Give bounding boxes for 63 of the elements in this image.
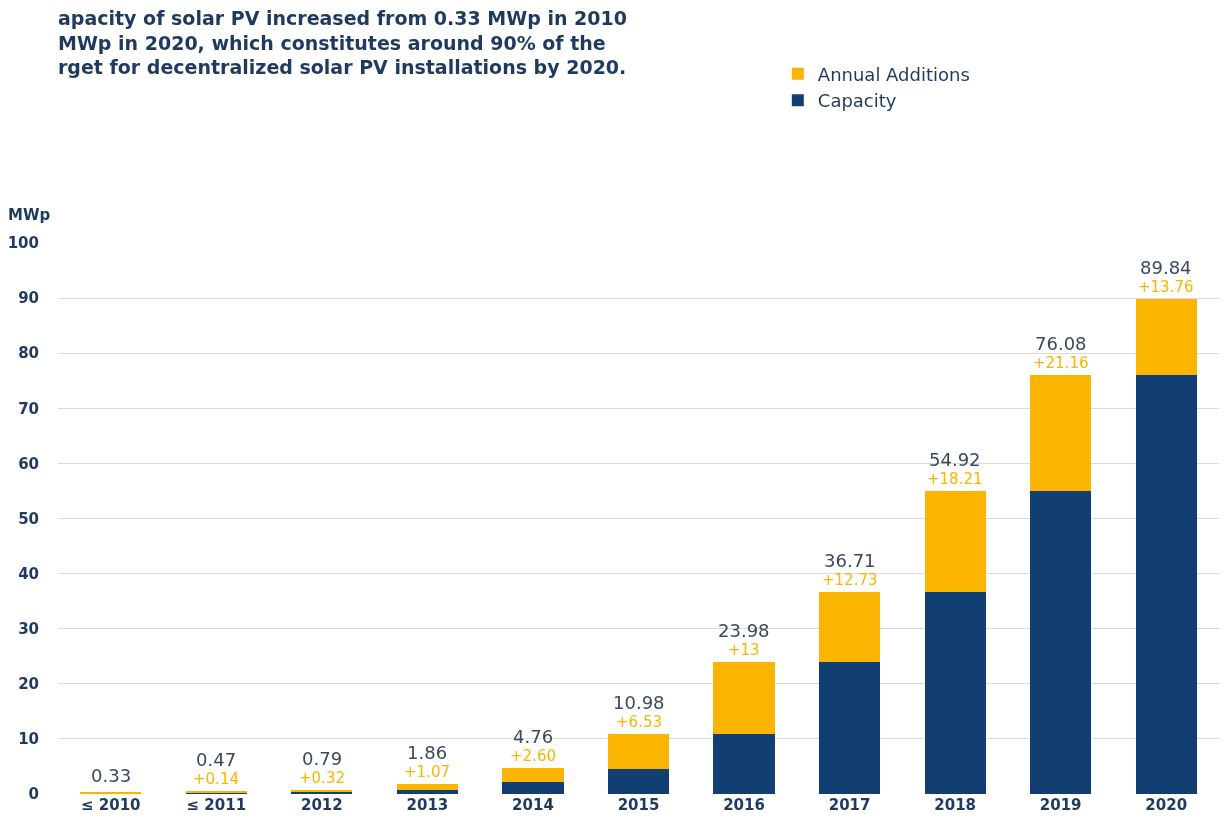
data-label: +0.14 bbox=[193, 770, 239, 788]
bar bbox=[502, 767, 564, 783]
y-axis-title: MWp bbox=[8, 206, 51, 224]
bar bbox=[1135, 298, 1197, 375]
y-tick-label: 70 bbox=[18, 399, 39, 418]
data-label: +12.73 bbox=[822, 571, 878, 589]
data-label: +6.53 bbox=[616, 713, 662, 731]
x-tick-label: 2017 bbox=[828, 796, 871, 814]
bar bbox=[924, 591, 986, 794]
x-tick-label: 2020 bbox=[1145, 796, 1188, 814]
y-tick-label: 80 bbox=[18, 344, 39, 363]
y-tick-label: 60 bbox=[18, 454, 39, 473]
x-tick-label: ≤ 2011 bbox=[186, 796, 247, 814]
total-label: 4.76 bbox=[513, 726, 554, 747]
chart-title: apacity of solar PV increased from 0.33 MWp in 2010 MWp in 2020, which constitutes around 90% of the rget for decentralized solar PV installations by 2020. bbox=[58, 7, 627, 79]
data-label: +13.76 bbox=[1138, 278, 1194, 296]
legend-label: Annual Additions bbox=[817, 63, 970, 85]
data-label: +1.07 bbox=[404, 763, 450, 781]
data-label: +18.21 bbox=[927, 470, 983, 488]
total-label: 10.98 bbox=[613, 692, 665, 713]
x-tick-label: 2015 bbox=[617, 796, 660, 814]
bar bbox=[396, 783, 459, 790]
total-label: 1.86 bbox=[407, 742, 448, 763]
data-label: +13 bbox=[728, 641, 760, 659]
y-tick-label: 40 bbox=[18, 564, 39, 583]
x-tick-label: 2012 bbox=[300, 796, 343, 814]
x-tick-label: 2018 bbox=[934, 796, 977, 814]
bar bbox=[818, 661, 881, 794]
bar bbox=[607, 733, 670, 770]
bar bbox=[924, 491, 986, 592]
bar bbox=[713, 733, 775, 794]
total-label: 0.33 bbox=[91, 765, 132, 786]
total-label: 23.98 bbox=[718, 620, 770, 641]
total-label: 0.79 bbox=[302, 748, 343, 769]
bar bbox=[818, 591, 881, 662]
bar bbox=[1135, 374, 1197, 794]
bar bbox=[1030, 374, 1092, 492]
data-label: +0.32 bbox=[299, 769, 345, 787]
y-tick-label: 90 bbox=[18, 289, 39, 308]
y-tick-label: 10 bbox=[18, 730, 39, 749]
total-label: 89.84 bbox=[1140, 257, 1192, 278]
bar bbox=[713, 661, 775, 734]
x-tick-label: 2013 bbox=[406, 796, 449, 814]
data-label: +21.16 bbox=[1033, 354, 1089, 372]
y-tick-label: 0 bbox=[28, 785, 39, 804]
y-tick-label: 20 bbox=[18, 675, 39, 694]
x-tick-label: 2016 bbox=[723, 796, 765, 814]
bar bbox=[1030, 491, 1092, 794]
x-tick-label: 2019 bbox=[1039, 796, 1082, 814]
bar bbox=[396, 789, 459, 794]
total-label: 76.08 bbox=[1035, 333, 1087, 354]
total-label: 0.47 bbox=[196, 749, 237, 770]
y-tick-label: 30 bbox=[18, 619, 39, 638]
bar bbox=[502, 782, 564, 794]
bar bbox=[607, 769, 670, 794]
y-tick-label: 50 bbox=[18, 509, 39, 528]
legend-label: Capacity bbox=[817, 90, 897, 112]
total-label: 36.71 bbox=[824, 550, 876, 571]
total-label: 54.92 bbox=[929, 449, 981, 470]
x-tick-label: 2014 bbox=[512, 796, 554, 814]
data-label: +2.60 bbox=[510, 747, 556, 765]
x-tick-label: ≤ 2010 bbox=[81, 796, 141, 814]
y-tick-label: 100 bbox=[7, 234, 39, 253]
